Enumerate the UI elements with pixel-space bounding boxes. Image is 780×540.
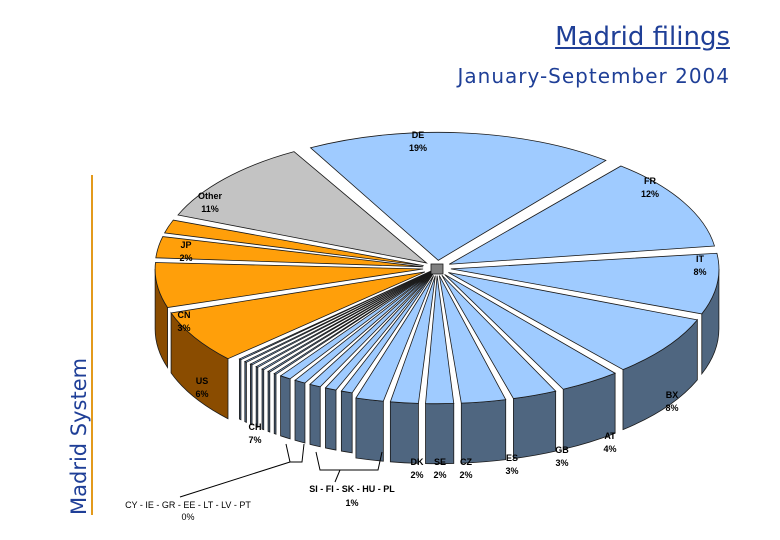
value-dk: 2%: [410, 470, 423, 480]
bracket-si-fi-sk-hu-pl: [315, 451, 383, 471]
value-gb: 3%: [555, 458, 568, 468]
slice-lv: [243, 270, 433, 363]
slice-pt: [238, 269, 433, 361]
value-es: 3%: [505, 466, 518, 476]
value-bx: 8%: [665, 403, 678, 413]
value-cn: 3%: [177, 323, 190, 333]
side-accent-rule: [91, 175, 93, 515]
slice-side-lt: [250, 363, 253, 426]
slice-gr: [261, 270, 434, 371]
value-it: 8%: [693, 267, 706, 277]
bracket-si-fi-sk-hu-pl-stem: [334, 469, 341, 483]
slice-es: [438, 275, 507, 404]
value-group-cy-ie-gr-ee-lt-lv-pt: 0%: [181, 512, 194, 522]
value-cz: 2%: [459, 470, 472, 480]
value-fr: 12%: [641, 189, 659, 199]
slice-dk: [355, 275, 435, 402]
label-group-cy-ie-gr-ee-lt-lv-pt: CY - IE - GR - EE - LT - LV - PT: [125, 500, 251, 510]
slice-side-lv: [244, 360, 247, 423]
label-us: US: [196, 376, 209, 386]
slice-se: [389, 275, 436, 404]
value-us: 6%: [195, 389, 208, 399]
pie-center: [430, 263, 444, 275]
pie-tops: [154, 131, 720, 405]
slice-at: [444, 274, 617, 390]
slice-side-cz: [425, 403, 455, 465]
slice-side-ee: [255, 366, 259, 428]
slice-lt: [249, 270, 434, 366]
slice-sk: [309, 270, 435, 388]
value-other: 11%: [201, 204, 219, 214]
chart-subtitle: January-September 2004: [457, 64, 730, 88]
value-group-si-fi-sk-hu-pl: 1%: [345, 498, 358, 508]
label-cz: CZ: [460, 457, 472, 467]
label-gb: GB: [555, 445, 569, 455]
slice-side-dk: [355, 397, 384, 462]
slice-de: [309, 131, 607, 261]
label-it: IT: [696, 254, 705, 264]
label-de: DE: [412, 130, 425, 140]
slice-side-sk: [309, 383, 321, 448]
slice-cn: [155, 236, 424, 268]
slice-us: [154, 262, 424, 308]
slice-si: [340, 270, 436, 394]
value-de: 19%: [409, 143, 427, 153]
bracket-cy-ie-gr: [285, 443, 305, 463]
slice-side-si: [340, 390, 353, 454]
label-se: SE: [434, 457, 446, 467]
label-ch: CH: [249, 422, 262, 432]
slice-pl: [279, 270, 434, 380]
value-jp: 2%: [179, 253, 192, 263]
slice-bx: [448, 272, 699, 371]
slice-side-se: [389, 401, 419, 464]
slice-side-es: [460, 399, 507, 464]
slice-it: [450, 252, 720, 315]
label-other: Other: [198, 191, 223, 201]
label-jp: JP: [180, 240, 191, 250]
slice-ie: [267, 270, 434, 373]
label-es: ES: [506, 453, 518, 463]
slice-jp: [163, 219, 424, 267]
slice-side-gb: [513, 390, 557, 460]
slice-ee: [255, 270, 434, 368]
slice-cy: [273, 270, 434, 375]
value-ch: 7%: [248, 435, 261, 445]
slice-hu: [294, 270, 435, 384]
label-bx: BX: [666, 390, 679, 400]
slice-side-fi: [325, 387, 337, 451]
slice-side-pt: [238, 358, 242, 421]
pie-labels: DE 19% FR 12% IT 8% BX 8% AT 4% GB 3% ES 3% CZ 2% SE 2% DK…: [125, 130, 706, 522]
label-dk: DK: [411, 457, 424, 467]
slice-side-ie: [267, 370, 271, 433]
label-fr: FR: [644, 176, 656, 186]
value-se: 2%: [433, 470, 446, 480]
label-group-si-fi-sk-hu-pl: SI - FI - SK - HU - PL: [309, 484, 395, 494]
bracket-cy-ie-gr-stem: [179, 461, 291, 498]
slice-other: [177, 151, 428, 264]
value-at: 4%: [603, 444, 616, 454]
slice-fr: [449, 165, 716, 265]
slice-side-pl: [280, 375, 291, 440]
slice-side-cy: [273, 373, 277, 435]
slice-side-gr: [261, 368, 265, 431]
slice-side-hu: [294, 379, 306, 444]
slice-cz: [425, 275, 455, 405]
slice-gb: [441, 274, 557, 400]
label-cn: CN: [178, 310, 191, 320]
chart-title: Madrid filings: [555, 22, 730, 52]
label-at: AT: [604, 431, 616, 441]
slice-fi: [324, 270, 435, 391]
slice-ch: [170, 271, 426, 360]
